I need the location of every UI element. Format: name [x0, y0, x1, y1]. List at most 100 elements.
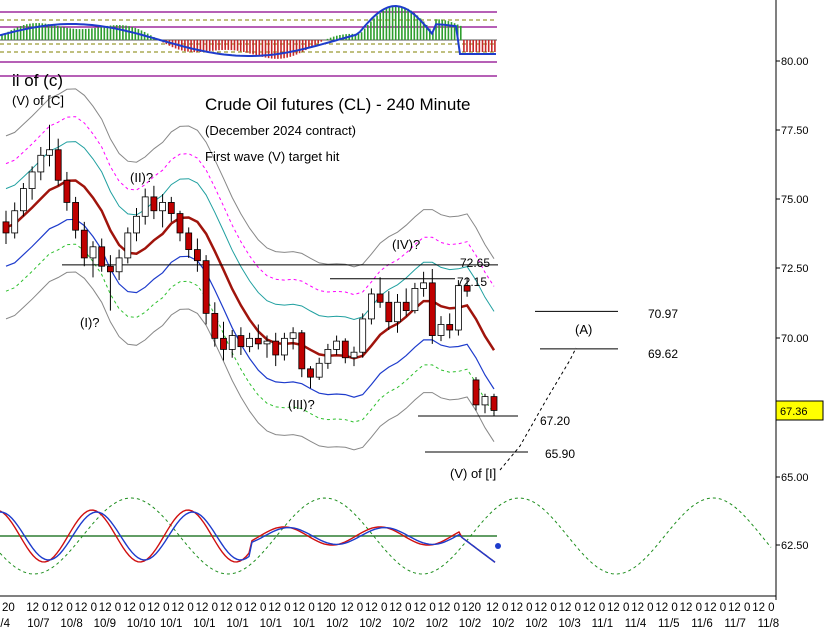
candle-body [141, 196, 149, 217]
candle-body [46, 149, 53, 156]
candle-body [80, 229, 88, 259]
price-tick: 80.00 [781, 56, 809, 68]
wave-label-iii: (III)? [288, 397, 315, 412]
date-tick-hour: 12 0 [607, 602, 629, 614]
candle [437, 316, 445, 342]
candle-body [237, 335, 245, 348]
date-tick-day: 10/9 [94, 618, 116, 630]
candle-body [211, 312, 219, 339]
envelope-bands [5, 88, 496, 451]
candle [193, 238, 201, 272]
projection-line [499, 347, 577, 471]
candle-body [324, 349, 332, 364]
candle-body [376, 293, 384, 303]
candle-body [133, 215, 140, 234]
date-tick-day: 10/2 [525, 618, 547, 630]
candle-body [263, 340, 271, 345]
wave-label-v-of-c: (V) of [C] [12, 93, 64, 108]
date-tick-hour: 12 0 [341, 602, 363, 614]
price-line-label-7265: 72.65 [460, 256, 490, 270]
date-tick-day: 11/6 [691, 618, 713, 630]
candle-body [394, 301, 401, 323]
candle [63, 171, 71, 211]
date-tick-hour: 12 0 [268, 602, 290, 614]
candle-body [54, 149, 62, 181]
date-tick-hour: 12 0 [704, 602, 726, 614]
candle-body [367, 293, 375, 320]
date-tick-day: 10/1 [260, 618, 282, 630]
outer-upper-band [5, 88, 495, 268]
candle [237, 327, 245, 355]
candle [420, 271, 428, 297]
candle [202, 255, 210, 325]
date-tick-hour: 120 [317, 602, 336, 614]
date-tick-day: 0/4 [0, 618, 11, 630]
candle [367, 288, 375, 325]
candle-body [254, 337, 262, 345]
candle-body [150, 196, 158, 212]
candle [272, 332, 280, 367]
candle [463, 277, 471, 297]
date-tick-hour: 12 0 [171, 602, 193, 614]
wave-label-v-of-i: (V) of [I] [450, 466, 496, 481]
candle-body [428, 282, 436, 336]
date-tick-day: 10/2 [426, 618, 448, 630]
center-moving-average [5, 179, 496, 360]
candle [446, 313, 454, 339]
candle [159, 194, 167, 228]
candle [89, 241, 97, 278]
candle-body [385, 301, 393, 323]
date-tick-hour: 12 0 [50, 602, 72, 614]
candle [220, 321, 227, 361]
date-tick-day: 11/1 [592, 618, 614, 630]
date-axis: 20 12 0 12 0 12 0 12 0 12 0 12 0 12 0 12 0 12 0 12… [0, 602, 779, 630]
date-tick-day: 10/2 [492, 618, 514, 630]
candle [176, 210, 184, 242]
candle-body [89, 246, 97, 259]
price-tick: 77.50 [781, 125, 809, 137]
price-tick: 72.50 [781, 263, 809, 275]
candle [341, 338, 349, 364]
candle-body [315, 362, 323, 378]
chart-subtitle-2: First wave (V) target hit [205, 149, 340, 164]
candle [98, 238, 106, 272]
price-line-label-6962: 69.62 [648, 347, 678, 361]
candle [167, 196, 175, 222]
candle-body [411, 288, 419, 311]
candle [115, 249, 123, 281]
lower-blue-band [5, 218, 495, 398]
candle [141, 188, 149, 225]
histogram-panel [0, 0, 497, 78]
candle [411, 282, 419, 314]
candle-body [472, 379, 480, 406]
candle [124, 227, 132, 264]
date-tick-day: 11/8 [758, 618, 780, 630]
price-tick: 70.00 [781, 333, 809, 345]
top-left-label: ii of (c) [12, 71, 63, 90]
candle [2, 210, 10, 245]
candle-body [124, 232, 132, 259]
date-tick-day: 10/10 [127, 618, 156, 630]
price-line-label-7097: 70.97 [648, 307, 678, 321]
price-axis: 80.00 77.50 75.00 72.50 70.00 65.00 62.5… [775, 56, 824, 552]
candle [472, 377, 480, 411]
date-tick-day: 10/3 [558, 618, 580, 630]
date-tick-day: 10/2 [392, 618, 414, 630]
candle [46, 124, 53, 167]
candle-body [193, 249, 201, 262]
upper-dotted-band [5, 116, 495, 296]
oscillator-dot [495, 543, 501, 549]
candle [481, 393, 489, 414]
candle-body [159, 202, 167, 212]
date-tick-hour: 12 0 [510, 602, 532, 614]
date-tick-hour: 12 0 [220, 602, 242, 614]
price-line-label-7215: 72.15 [457, 275, 487, 289]
candle-body [298, 332, 306, 370]
candle [72, 196, 79, 239]
candle-body [454, 285, 462, 331]
candle [28, 166, 36, 200]
histogram-signal-line [0, 4, 496, 57]
date-tick-hour: 12 0 [365, 602, 387, 614]
date-tick-hour: 20 [2, 602, 15, 614]
